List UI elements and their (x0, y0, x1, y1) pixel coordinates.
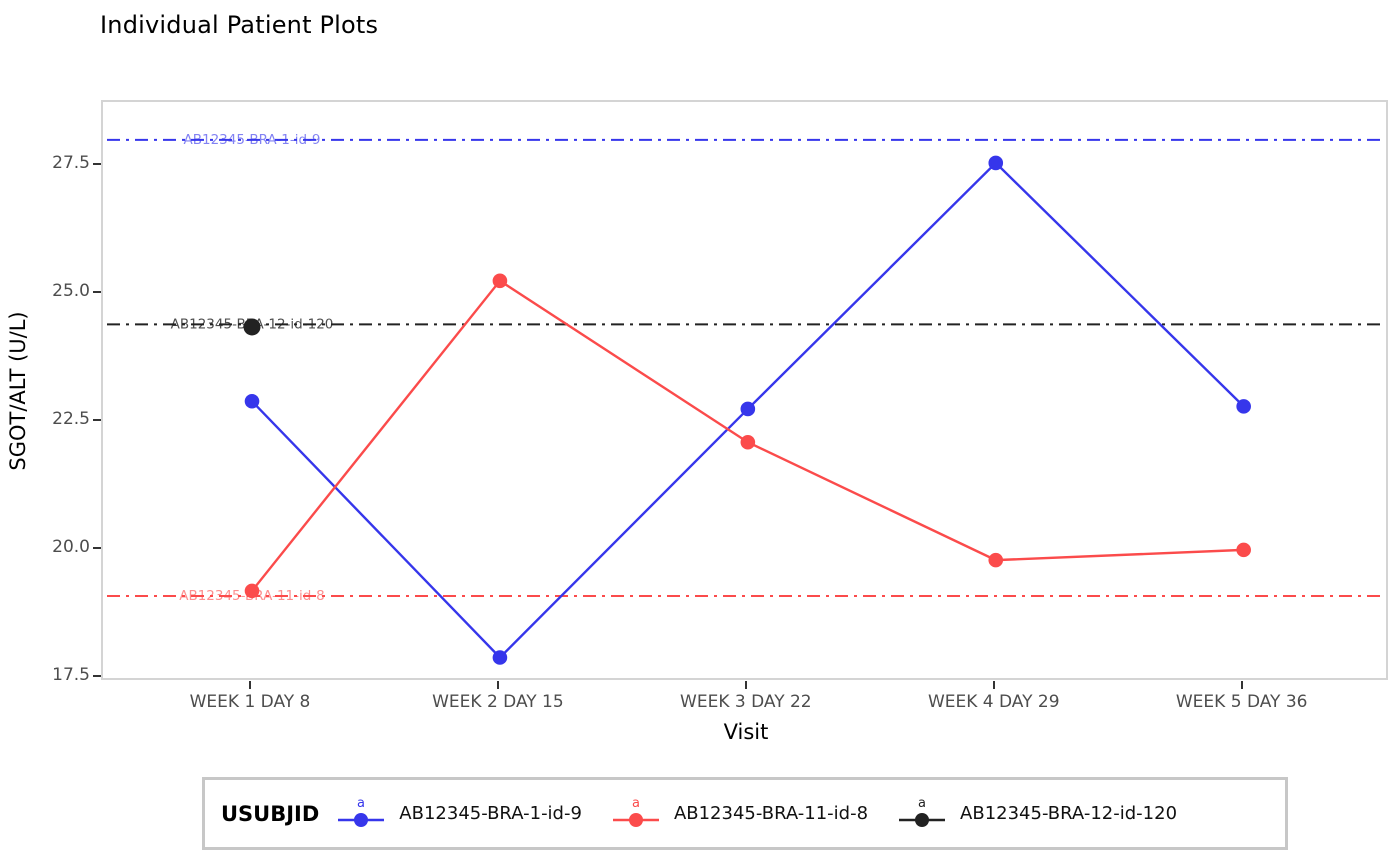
x-tick-label: WEEK 4 DAY 29 (927, 692, 1060, 712)
data-point (244, 583, 260, 599)
y-tick-label: 27.5 (52, 152, 90, 173)
data-point (244, 393, 260, 409)
x-tick-label: WEEK 2 DAY 15 (432, 692, 564, 712)
y-tick-label: 22.5 (52, 408, 90, 429)
x-tick-mark (496, 681, 499, 689)
y-axis-title: SGOT/ALT (U/L) (6, 311, 30, 471)
x-axis-title: Visit (723, 720, 769, 744)
x-tick-label: WEEK 3 DAY 22 (680, 692, 812, 712)
legend: USUBJID a AB12345-BRA-1-id-9 a AB12345-BRA-… (202, 777, 1288, 850)
y-tick-label: 25.0 (52, 280, 90, 301)
data-point (740, 434, 756, 450)
legend-entry-label: AB12345-BRA-12-id-120 (960, 803, 1178, 824)
page-title: Individual Patient Plots (100, 11, 379, 39)
x-tick-label: WEEK 1 DAY 8 (189, 692, 311, 712)
x-tick-mark (1240, 681, 1243, 689)
svg-text:a: a (918, 796, 926, 811)
data-point (1236, 399, 1251, 414)
plot-panel: AB12345-BRA-1-id-9AB12345-BRA-11-id-8AB1… (101, 100, 1388, 680)
y-tick-mark (93, 162, 101, 165)
data-point (740, 401, 756, 417)
legend-entry-label: AB12345-BRA-1-id-9 (399, 803, 582, 824)
y-tick-mark (93, 290, 101, 293)
legend-entry: a AB12345-BRA-12-id-120 (898, 794, 1177, 834)
svg-text:a: a (357, 796, 365, 811)
svg-text:a: a (632, 796, 640, 811)
data-point (243, 318, 261, 336)
x-tick-mark (992, 681, 995, 689)
y-tick-label: 17.5 (52, 665, 90, 685)
reference-line-label: AB12345-BRA-1-id-9 (184, 132, 321, 148)
plot-canvas: AB12345-BRA-1-id-9AB12345-BRA-11-id-8AB1… (107, 132, 1380, 665)
legend-title: USUBJID (221, 801, 320, 826)
data-point (988, 552, 1004, 568)
chart-area: SGOT/ALT (U/L) 27.5 25.0 22.5 20.0 17.5 WEEK… (6, 100, 1388, 744)
legend-key-icon: a (338, 796, 385, 827)
y-tick-mark (93, 675, 101, 677)
legend-entries: a AB12345-BRA-1-id-9 a AB12345-BRA-11-id-8 a… (337, 794, 1207, 834)
data-point (1236, 542, 1251, 558)
legend-entry: a AB12345-BRA-1-id-9 (337, 794, 582, 834)
x-tick-mark (744, 681, 747, 689)
legend-entry: a AB12345-BRA-11-id-8 (612, 794, 868, 834)
x-tick-label: WEEK 5 DAY 36 (1175, 692, 1308, 712)
data-point (988, 155, 1004, 171)
y-tick-mark (93, 546, 101, 549)
legend-key-icon: a (899, 796, 946, 827)
legend-key-icon: a (612, 796, 659, 827)
y-tick-mark (93, 418, 101, 421)
x-tick-mark (249, 681, 251, 689)
legend-entry-label: AB12345-BRA-11-id-8 (673, 803, 869, 824)
data-point (492, 650, 508, 665)
y-tick-label: 20.0 (52, 536, 90, 557)
data-point (492, 273, 508, 289)
